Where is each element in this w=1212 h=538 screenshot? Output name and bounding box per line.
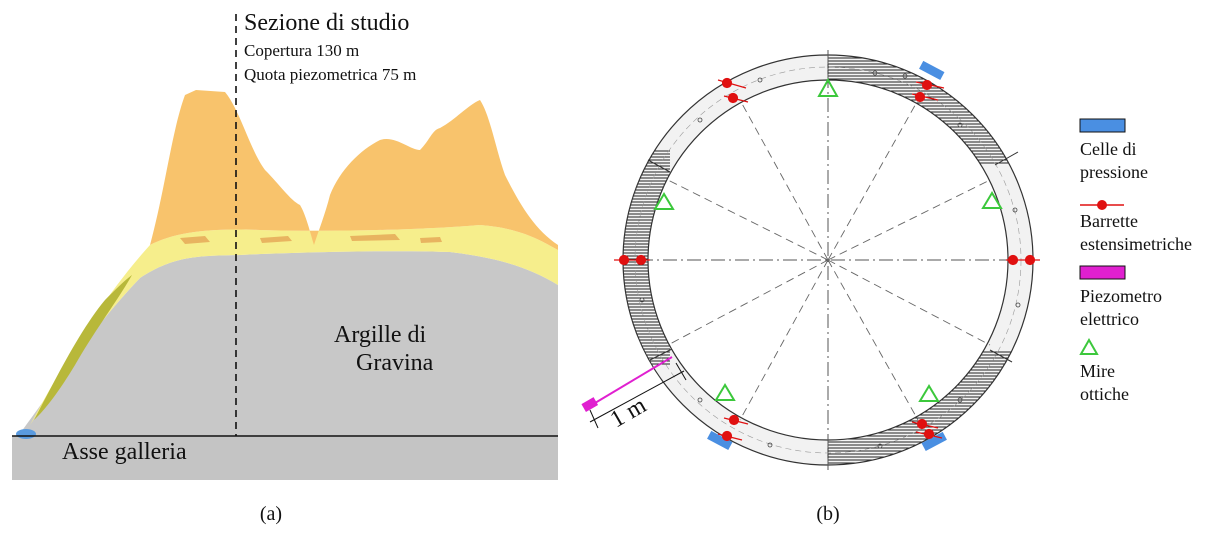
substrate xyxy=(12,436,558,480)
portal-marker xyxy=(16,429,36,439)
clay-label-line1: Argille di xyxy=(334,322,427,348)
legend-item-2-line1: Barrette xyxy=(1080,211,1138,231)
legend: Celle di pressione Barrette estensimetri… xyxy=(1079,118,1192,404)
legend-item-1-line2: pressione xyxy=(1080,162,1148,182)
legend-item-3-line1: Piezometro xyxy=(1080,286,1162,306)
hatched-sector-bottom-right xyxy=(828,350,1028,480)
radial-lines xyxy=(667,99,991,421)
scale-label: 1 m xyxy=(606,392,651,433)
legend-item-4-line1: Mire xyxy=(1080,361,1115,381)
yellow-layer xyxy=(30,225,558,425)
tunnel-cross-section xyxy=(610,40,1040,480)
strain-bars xyxy=(614,77,1040,442)
clay-layer xyxy=(18,251,558,480)
hatched-sector-top-right xyxy=(828,40,1038,165)
optical-targets xyxy=(653,77,1003,402)
piezometer xyxy=(581,356,673,412)
caption-a: (a) xyxy=(260,503,282,525)
dimension-1m xyxy=(589,362,687,429)
geological-section xyxy=(12,14,558,480)
orange-lenses xyxy=(180,234,442,244)
piezometer-icon xyxy=(1079,265,1126,280)
ring-bolts xyxy=(639,70,1021,449)
legend-item-1-line1: Celle di xyxy=(1080,139,1137,159)
cover-label: Copertura 130 m xyxy=(244,41,359,60)
section-title: Sezione di studio xyxy=(244,10,409,36)
pressure-cells xyxy=(707,60,947,452)
legend-item-3-line2: elettrico xyxy=(1080,309,1139,329)
piezometric-label: Quota piezometrica 75 m xyxy=(244,65,416,84)
optical-target-icon xyxy=(1079,337,1099,355)
orange-layer xyxy=(150,90,558,250)
olive-fringe xyxy=(34,275,132,420)
legend-item-2-line2: estensimetriche xyxy=(1080,234,1192,254)
tunnel-axis-label: Asse galleria xyxy=(62,439,187,465)
pressure-cell-icon xyxy=(1079,118,1126,133)
strain-bar-icon xyxy=(1080,200,1124,210)
caption-b: (b) xyxy=(816,503,839,525)
legend-item-4-line2: ottiche xyxy=(1080,384,1129,404)
clay-label-line2: Gravina xyxy=(356,350,434,376)
